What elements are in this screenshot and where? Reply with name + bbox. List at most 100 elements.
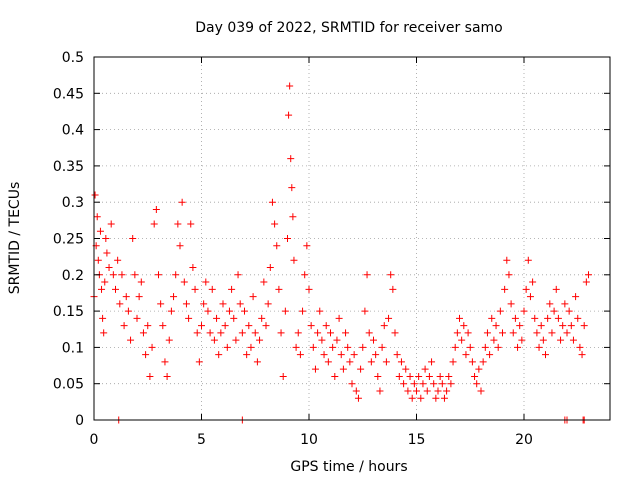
data-point [236, 300, 244, 308]
data-point [262, 322, 270, 330]
data-point [434, 387, 442, 395]
data-point [410, 380, 418, 388]
data-point [102, 235, 110, 242]
data-point [430, 380, 438, 388]
data-point [350, 351, 358, 359]
y-axis-label: SRMTID / TECUs [7, 182, 23, 295]
data-point [438, 380, 446, 388]
y-tick-label: 0.45 [53, 86, 84, 102]
data-point [458, 336, 466, 344]
data-point [301, 271, 309, 279]
data-point [204, 307, 212, 315]
data-point [464, 329, 472, 337]
data-point [529, 278, 537, 286]
data-point [100, 329, 108, 337]
data-point [238, 329, 246, 337]
data-point [346, 358, 354, 366]
data-point [245, 322, 253, 330]
data-point [359, 343, 367, 351]
data-point [266, 264, 274, 272]
data-point [499, 329, 506, 337]
data-point [118, 271, 126, 279]
data-point [303, 242, 311, 250]
data-point [144, 322, 152, 330]
data-point [400, 380, 408, 388]
data-point [479, 358, 487, 366]
data-point [526, 293, 534, 301]
y-tick-label: 0.35 [53, 159, 84, 175]
data-point [413, 387, 420, 395]
data-point [481, 343, 489, 351]
data-point [372, 351, 380, 359]
data-point [241, 307, 248, 315]
data-point [243, 351, 251, 359]
data-point [221, 322, 229, 330]
data-point [170, 293, 178, 301]
data-point [357, 365, 365, 373]
data-point [428, 358, 436, 366]
data-point [305, 285, 313, 293]
data-point [361, 307, 369, 315]
data-point [189, 264, 197, 272]
data-point [582, 278, 590, 286]
data-point [462, 351, 470, 359]
data-point [477, 387, 485, 395]
data-point [185, 314, 193, 322]
data-point [120, 322, 128, 330]
data-point [324, 358, 332, 366]
chart-title: Day 039 of 2022, SRMTID for receiver sam… [195, 20, 503, 36]
data-points [90, 82, 592, 424]
data-point [292, 343, 300, 351]
data-point [195, 358, 203, 366]
data-point [191, 285, 199, 293]
data-point [217, 329, 225, 337]
data-point [127, 336, 135, 344]
data-point [105, 264, 113, 272]
data-point [327, 329, 334, 337]
data-point [565, 307, 573, 315]
data-point [271, 220, 279, 228]
data-point [335, 314, 343, 322]
data-point [466, 343, 474, 351]
data-point [402, 365, 410, 373]
data-point [277, 329, 285, 337]
y-tick-label: 0 [75, 413, 84, 429]
x-axis-label: GPS time / hours [290, 459, 407, 475]
data-point [486, 351, 494, 359]
data-point [456, 314, 463, 322]
data-point [404, 387, 412, 395]
data-point [275, 285, 283, 293]
data-point [520, 307, 528, 315]
data-point [225, 307, 233, 315]
data-point [544, 314, 552, 322]
data-point [451, 343, 459, 351]
data-point [165, 336, 173, 344]
x-tick-labels: 0 5 10 15 20 [90, 432, 533, 448]
axis-ticks [93, 56, 610, 421]
data-point [563, 329, 571, 337]
data-point [103, 249, 111, 257]
data-point [182, 300, 190, 308]
data-point [174, 220, 182, 228]
data-point [329, 343, 337, 351]
data-point [131, 271, 139, 279]
data-point [557, 336, 565, 344]
data-point [460, 322, 468, 330]
y-tick-label: 0.2 [62, 268, 84, 284]
data-point [288, 184, 296, 192]
data-point [94, 256, 102, 264]
data-point [533, 329, 541, 337]
data-point [419, 380, 427, 388]
data-point [91, 191, 99, 199]
data-point [124, 307, 132, 315]
data-point [208, 285, 216, 293]
data-point [473, 380, 481, 388]
data-point [492, 322, 500, 330]
data-point [178, 198, 186, 206]
data-point [286, 82, 294, 90]
data-point [202, 278, 210, 286]
data-point [223, 343, 231, 351]
data-point [273, 242, 281, 250]
data-point [572, 293, 580, 301]
